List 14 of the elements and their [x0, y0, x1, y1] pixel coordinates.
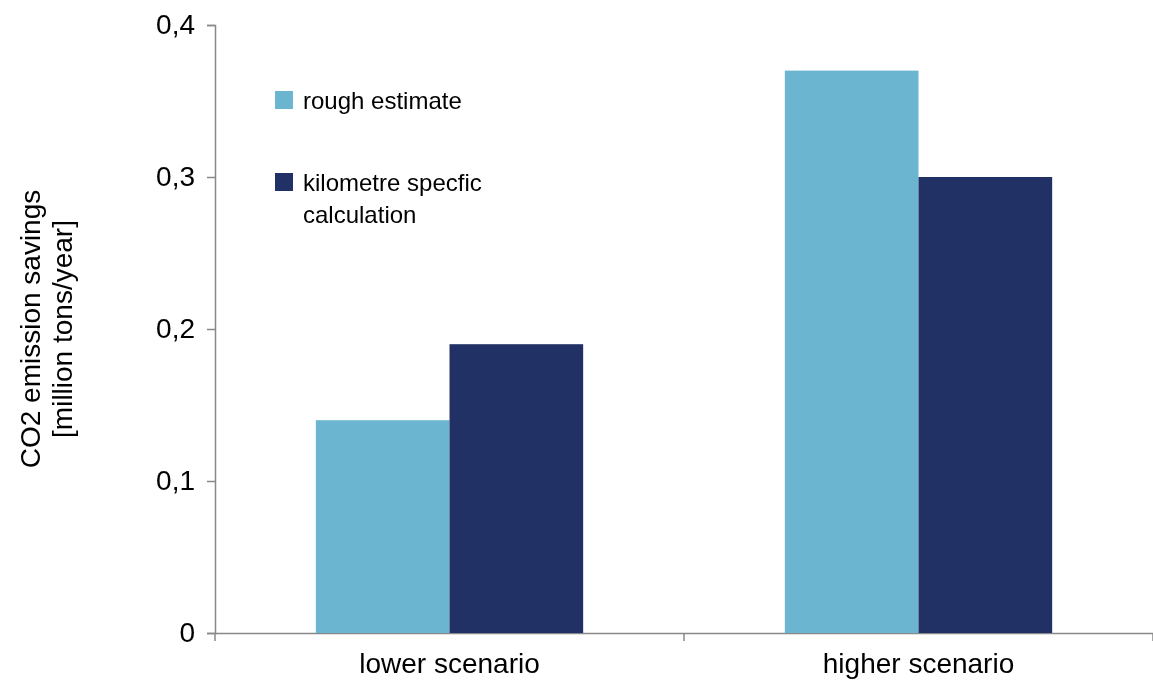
legend-label: rough estimate	[303, 87, 462, 114]
bar	[918, 177, 1053, 633]
bar	[449, 344, 584, 633]
y-tick-label: 0,2	[156, 313, 195, 345]
y-tick-label: 0,1	[156, 465, 195, 497]
y-tick-label: 0,3	[156, 161, 195, 193]
y-axis-title: CO2 emission savings [million tons/year]	[15, 189, 78, 469]
y-tick-label: 0,4	[156, 9, 195, 41]
x-tick-label: higher scenario	[822, 647, 1015, 679]
bar	[784, 70, 919, 633]
legend-label: kilometre specfic calculation	[303, 169, 482, 228]
x-tick-label: lower scenario	[359, 647, 540, 679]
y-tick-label: 0	[179, 617, 195, 649]
bar	[315, 420, 450, 633]
